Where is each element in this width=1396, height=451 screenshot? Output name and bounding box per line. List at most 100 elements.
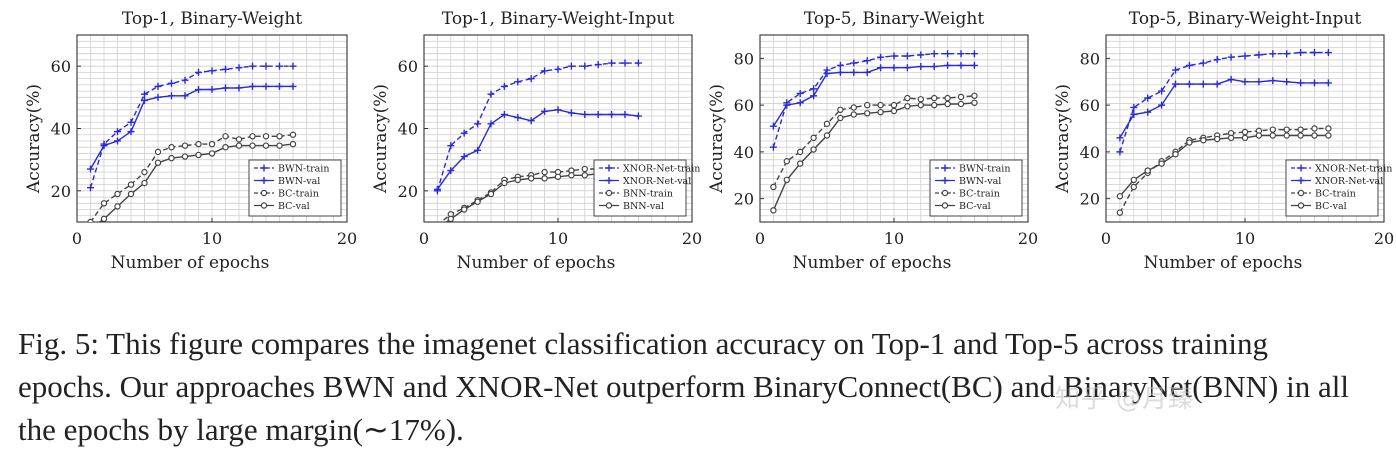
data-point-bc-val — [181, 153, 189, 160]
data-point-bc-val — [154, 159, 162, 166]
legend-label: BNN-val — [623, 201, 664, 212]
data-point-bwn-train — [970, 50, 978, 58]
data-point-bc-val — [1283, 132, 1290, 139]
data-point-xnor-net-train — [581, 62, 589, 70]
data-point-bc-val — [1213, 135, 1221, 143]
data-point-xnor-net-train — [1255, 51, 1263, 59]
y-tick-label: 60 — [1080, 96, 1100, 115]
x-tick-label: 10 — [548, 229, 568, 248]
y-tick-label: 80 — [1080, 49, 1100, 68]
x-tick-label: 10 — [884, 229, 904, 248]
data-point-xnor-net-val — [581, 110, 589, 118]
data-point-bc-train — [957, 93, 965, 101]
data-point-bwn-val — [850, 68, 858, 76]
chart-title: Top-5, Binary-Weight-Input — [1129, 9, 1362, 29]
data-point-bc-val — [904, 103, 911, 110]
data-point-xnor-net-train — [1199, 59, 1207, 67]
data-point-bc-val — [168, 154, 175, 162]
data-point-bwn-train — [836, 61, 844, 69]
caption-text: This figure compares the imagenet classi… — [18, 326, 1349, 447]
data-point-bwn-train — [930, 50, 938, 58]
data-point-bwn-train — [276, 62, 283, 70]
data-point-xnor-net-val — [1158, 101, 1166, 109]
chart-panel-2: Top-1, Binary-Weight-Input 0 10 20 20 40 60 Num… — [371, 9, 702, 273]
data-point-bc-train — [864, 101, 871, 109]
series-line-bwn-val — [772, 64, 975, 127]
data-point-bc-val — [877, 108, 884, 116]
series-line-bwn-val — [89, 85, 293, 170]
legend-label: BWN-val — [278, 176, 320, 187]
data-point-xnor-net-train — [1283, 50, 1291, 58]
data-point-bwn-val — [141, 96, 148, 104]
data-point-bc-val — [1227, 134, 1235, 142]
data-point-bc-val — [141, 179, 148, 187]
legend-marker — [941, 164, 949, 172]
data-point-bc-train — [810, 134, 817, 142]
watermark: 知乎 @月臻 — [1055, 384, 1194, 413]
data-point-bwn-train — [890, 52, 898, 60]
data-point-bc-val — [1144, 167, 1151, 174]
data-point-bnn-val — [568, 172, 575, 179]
charts-figure: Top-1, Binary-Weight 0 10 20 20 40 60 Number of… — [24, 9, 1394, 273]
legend-label: BWN-train — [278, 164, 329, 175]
data-point-bc-train — [931, 94, 938, 102]
data-point-bc-train — [1116, 209, 1124, 216]
data-point-bc-train — [235, 136, 243, 143]
data-point-bwn-train — [262, 62, 270, 70]
data-point-bc-val — [944, 100, 951, 108]
data-point-bc-train — [877, 101, 884, 109]
legend-marker — [1297, 164, 1305, 172]
figure-caption: Fig. 5: This figure compares the imagene… — [18, 322, 1358, 451]
data-point-bwn-train — [181, 76, 189, 84]
data-point-xnor-net-val — [1213, 80, 1221, 88]
data-point-xnor-net-train — [447, 142, 455, 150]
data-point-bwn-val — [127, 128, 135, 136]
data-point-bc-val — [1158, 160, 1165, 167]
data-point-xnor-net-val — [594, 110, 602, 118]
data-point-bc-train — [1130, 183, 1138, 191]
data-point-bc-val — [890, 107, 898, 115]
data-point-bc-train — [195, 140, 202, 148]
legend-label: BC-train — [1315, 189, 1356, 200]
data-point-bc-train — [181, 142, 189, 149]
data-point-xnor-net-train — [1324, 49, 1332, 57]
data-point-bc-val — [1255, 132, 1263, 139]
data-point-bwn-train — [877, 53, 885, 61]
legend-marker — [941, 189, 949, 197]
data-point-bwn-val — [970, 61, 978, 69]
data-point-bwn-val — [208, 86, 216, 94]
data-point-xnor-net-val — [1255, 78, 1263, 86]
data-point-bc-val — [222, 143, 229, 151]
data-point-bwn-train — [208, 67, 216, 75]
data-point-xnor-net-train — [1241, 52, 1249, 60]
data-point-bc-val — [1116, 193, 1124, 200]
data-point-xnor-net-train — [474, 120, 482, 128]
data-point-bwn-val — [114, 137, 121, 145]
data-point-bc-val — [1297, 132, 1304, 139]
data-point-bc-val — [1186, 139, 1193, 146]
data-point-bwn-train — [917, 51, 925, 59]
x-tick-label: 20 — [1374, 229, 1394, 248]
data-point-bc-val — [289, 140, 297, 148]
data-point-bc-train — [1283, 126, 1290, 133]
data-point-bwn-val — [917, 63, 925, 71]
data-point-xnor-net-val — [1324, 79, 1332, 87]
data-point-bnn-val — [541, 175, 548, 182]
data-point-xnor-net-val — [527, 117, 535, 125]
data-point-xnor-net-val — [541, 107, 549, 115]
y-tick-label: 60 — [398, 57, 418, 76]
series-line-bwn-train — [89, 65, 293, 188]
data-point-bc-train — [1269, 126, 1277, 133]
legend-marker — [605, 177, 613, 184]
data-point-bwn-train — [810, 85, 818, 93]
data-point-bc-val — [276, 142, 283, 149]
legend-label: BC-train — [278, 189, 319, 200]
data-point-xnor-net-train — [594, 61, 602, 69]
data-point-xnor-net-val — [1144, 108, 1152, 116]
chart-title: Top-1, Binary-Weight-Input — [442, 9, 675, 29]
data-point-xnor-net-val — [1172, 80, 1179, 88]
data-point-xnor-net-train — [621, 59, 629, 67]
data-point-bwn-val — [195, 86, 202, 94]
data-point-bwn-val — [810, 92, 818, 100]
